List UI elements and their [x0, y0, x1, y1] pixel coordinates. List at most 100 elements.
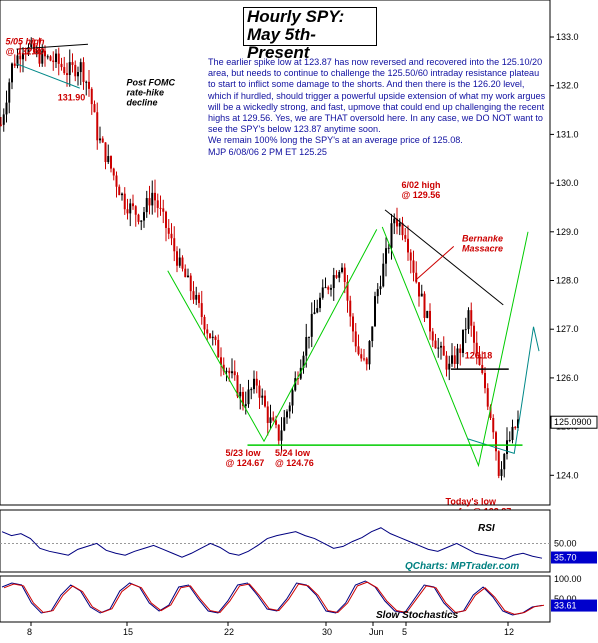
candle-body	[44, 50, 46, 57]
candle-body	[429, 310, 431, 332]
candle-body	[423, 293, 426, 318]
candle-body	[357, 346, 360, 355]
candle-body	[192, 291, 195, 300]
candle-body	[11, 63, 13, 83]
annotation-text: 5/05 high	[6, 36, 46, 46]
candle-body	[376, 289, 379, 297]
annotation-text: decline	[127, 98, 158, 108]
candle-body	[148, 198, 151, 206]
candle-body	[250, 389, 253, 391]
candle-body	[316, 308, 319, 313]
candle-body	[470, 310, 473, 326]
stoch-axis-label: 100.00	[554, 574, 582, 584]
candle-body	[93, 104, 96, 113]
candle-body	[19, 55, 22, 60]
rsi-line	[1, 527, 543, 560]
candle-body	[387, 247, 390, 249]
candle-body	[261, 395, 264, 398]
candle-body	[189, 275, 192, 292]
candle-body	[258, 385, 261, 398]
time-tick-label: Jun	[369, 627, 384, 637]
candle-body	[60, 63, 63, 68]
candle-body	[343, 267, 346, 282]
commentary-paragraph: MJP 6/08/06 2 PM ET 125.25	[208, 146, 327, 157]
title-line-1: Hourly SPY:	[247, 7, 345, 26]
annotation-text: @ 132.80	[6, 46, 45, 56]
candle-body	[244, 404, 247, 407]
candle-body	[145, 198, 148, 213]
annotation-text: 5/23 low	[226, 448, 262, 458]
candle-body	[63, 67, 66, 74]
candle-body	[272, 417, 275, 421]
candle-body	[110, 156, 112, 169]
resistance-line	[16, 43, 89, 50]
candle-body	[511, 426, 514, 440]
rsi-label: RSI	[478, 523, 495, 534]
candle-body	[332, 275, 335, 289]
candle-body	[24, 53, 27, 55]
candle-body	[55, 53, 57, 63]
candle-body	[5, 102, 8, 115]
candle-body	[74, 64, 77, 77]
candle-body	[503, 454, 506, 470]
candle-body	[365, 358, 368, 365]
candle-body	[200, 303, 203, 317]
candle-body	[495, 432, 497, 452]
candle-body	[187, 275, 189, 278]
annotation-text: @ 124.67	[226, 458, 265, 468]
stoch-axis-label: 50.00	[554, 594, 577, 604]
candle-body	[126, 209, 129, 214]
candle-body	[266, 406, 269, 423]
candle-body	[489, 406, 492, 419]
candle-body	[22, 53, 24, 60]
last-price-label: 125.0900	[554, 417, 592, 427]
candle-body	[409, 252, 412, 261]
candle-body	[338, 271, 341, 278]
candle-body	[360, 354, 363, 359]
price-tick-label: 124.0	[556, 470, 579, 480]
annotation-text: Massacre	[462, 244, 503, 254]
candle-body	[385, 248, 387, 264]
candle-body	[123, 193, 126, 210]
stoch-k-line	[1, 580, 543, 616]
candle-body	[115, 175, 118, 187]
candlestick-series	[0, 37, 519, 481]
candle-body	[184, 268, 187, 278]
rsi-panel: RSI 50.00 35.70	[0, 509, 597, 573]
rsi-last-value: 35.70	[554, 552, 577, 562]
candle-body	[222, 364, 225, 372]
candle-body	[448, 363, 451, 370]
candle-body	[330, 288, 332, 290]
candle-body	[140, 220, 143, 222]
price-tick-label: 131.0	[556, 129, 579, 139]
annotation-text: @ 124.76	[275, 458, 314, 468]
candle-body	[398, 222, 401, 227]
candle-body	[121, 193, 123, 196]
candle-body	[371, 326, 374, 342]
candle-body	[363, 358, 365, 360]
decline-channel	[16, 63, 80, 89]
rsi-axis-label: 50.00	[554, 538, 577, 548]
downtrend-line	[384, 209, 504, 306]
candle-body	[173, 238, 176, 252]
annotation-text: rate-hike	[127, 88, 165, 98]
candle-body	[275, 420, 277, 425]
candle-body	[49, 56, 52, 61]
candle-body	[255, 378, 258, 386]
candle-body	[38, 50, 41, 64]
commentary-paragraph: We remain 100% long the SPY's at an aver…	[208, 135, 463, 146]
candle-body	[418, 282, 420, 297]
candle-body	[434, 340, 437, 349]
candle-body	[407, 238, 409, 253]
candle-body	[228, 370, 231, 374]
candle-body	[8, 82, 11, 103]
candle-body	[143, 212, 145, 221]
candle-body	[217, 339, 220, 358]
candle-body	[181, 257, 184, 269]
candle-body	[445, 355, 448, 370]
candle-body	[464, 329, 467, 331]
candle-body	[305, 337, 308, 356]
candle-body	[288, 405, 291, 412]
candle-body	[27, 47, 30, 54]
candle-body	[283, 417, 286, 431]
